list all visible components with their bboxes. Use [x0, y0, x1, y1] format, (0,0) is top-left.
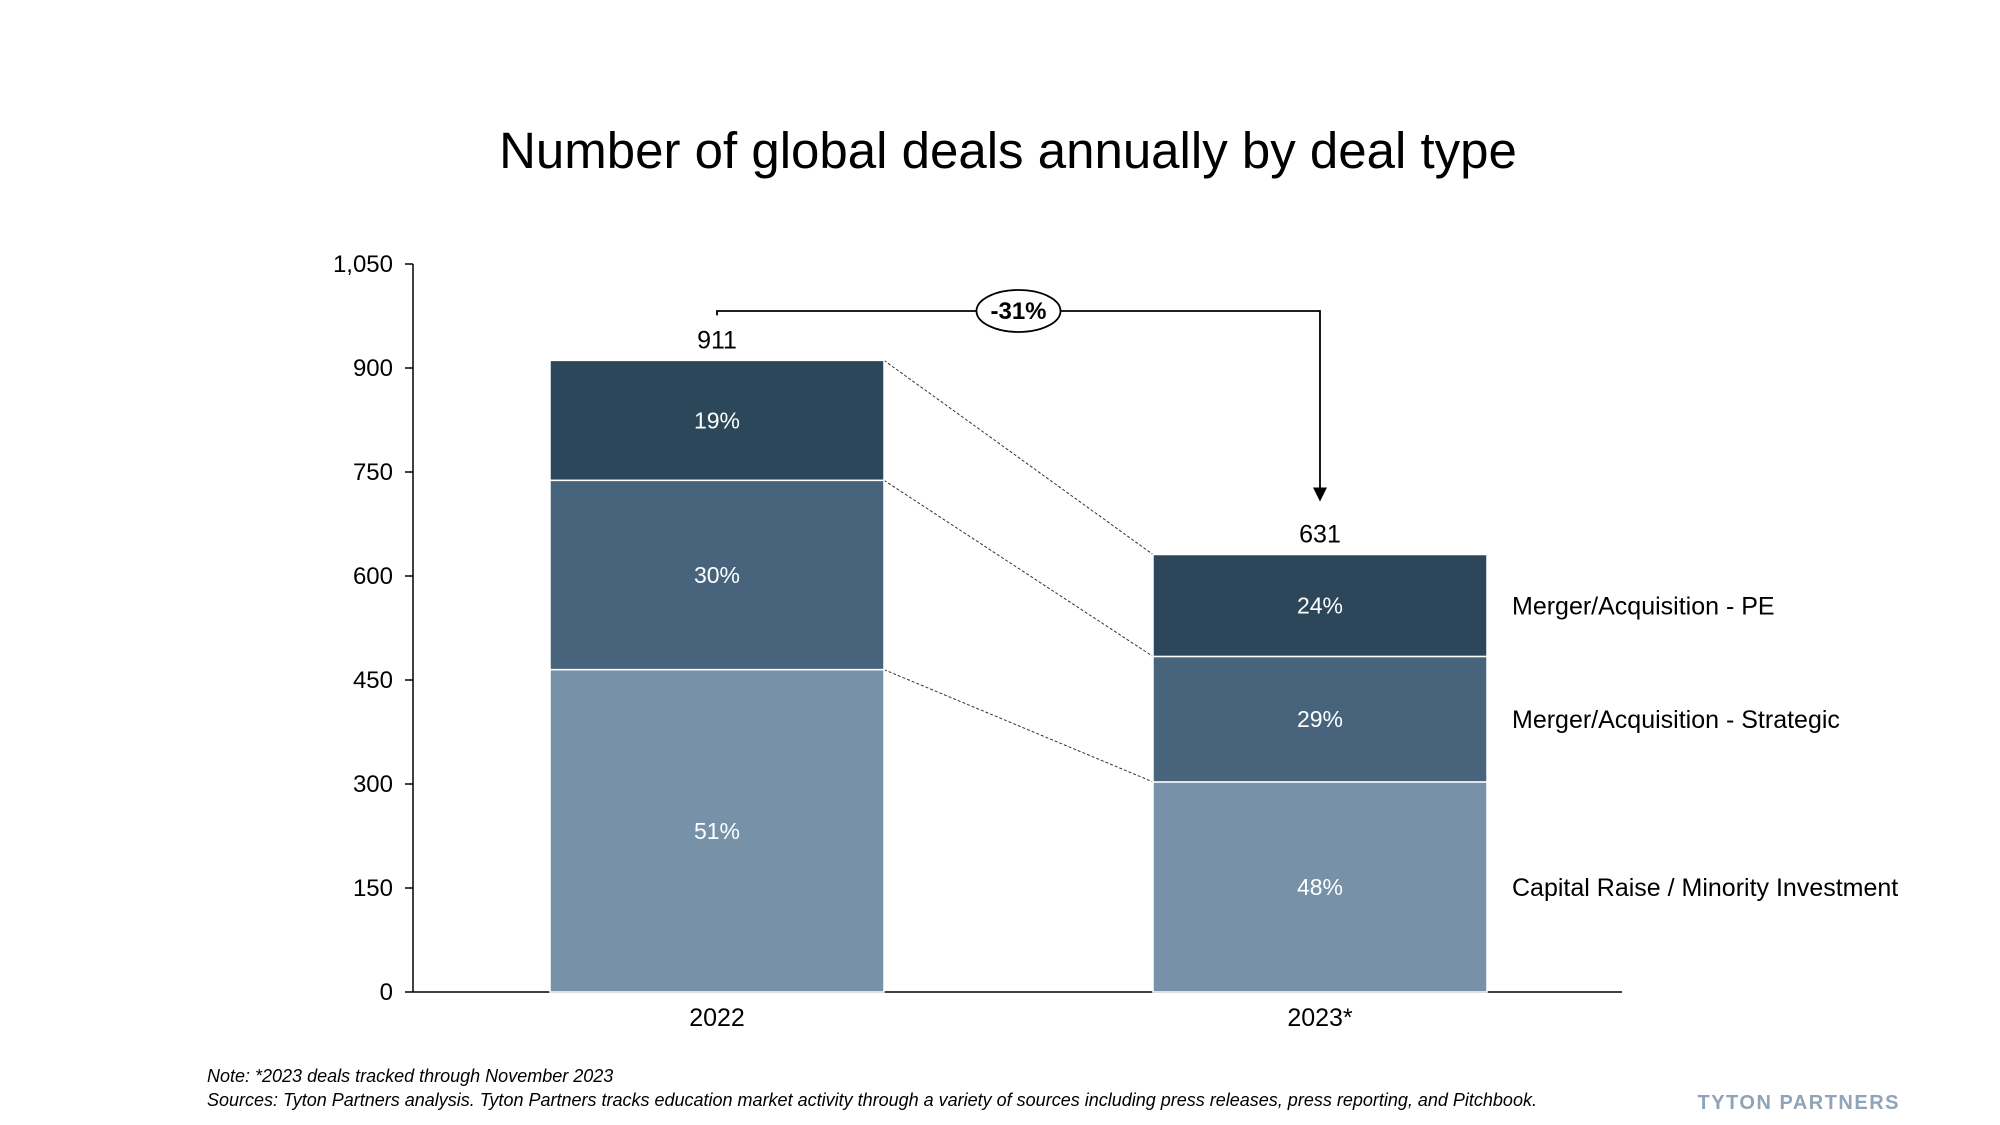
sources-note: Sources: Tyton Partners analysis. Tyton …: [207, 1090, 1537, 1110]
bar-segment: [1152, 553, 1488, 658]
segment-connector-line: [883, 479, 1154, 657]
bar-total-label: 911: [697, 326, 737, 354]
legend-label: Capital Raise / Minority Investment: [1512, 874, 1898, 902]
bar-total-label: 631: [1299, 521, 1341, 549]
y-tick-label: 0: [380, 979, 393, 1006]
y-tick-label: 1,050: [333, 251, 393, 278]
y-tick-label: 150: [353, 875, 393, 902]
x-tick-label: 2023*: [1287, 1004, 1353, 1032]
y-tick-label: 450: [353, 667, 393, 694]
y-tick-label: 600: [353, 563, 393, 590]
segment-percent-label: 48%: [1297, 874, 1343, 900]
chart-title: Number of global deals annually by deal …: [499, 122, 1517, 179]
segment-connector-line: [883, 669, 1154, 783]
segment-connector-line: [883, 359, 1154, 555]
change-percent-label: -31%: [990, 298, 1046, 325]
y-tick-label: 300: [353, 771, 393, 798]
bar-segment: [1152, 781, 1488, 993]
legend-label: Merger/Acquisition - PE: [1512, 592, 1775, 620]
bar-segment: [1152, 655, 1488, 783]
segment-percent-label: 29%: [1297, 706, 1343, 732]
x-tick-label: 2022: [689, 1004, 745, 1032]
segment-percent-label: 51%: [694, 818, 740, 844]
footnote: Note: *2023 deals tracked through Novemb…: [207, 1066, 614, 1086]
brand-logo: TYTON PARTNERS: [1697, 1092, 1900, 1114]
y-tick-label: 900: [353, 355, 393, 382]
legend-label: Merger/Acquisition - Strategic: [1512, 706, 1840, 734]
bar-segment: [549, 359, 885, 482]
bar-segment: [549, 479, 885, 671]
arrow-head-icon: [1313, 487, 1327, 502]
change-badge: [975, 289, 1062, 333]
y-tick-label: 750: [353, 459, 393, 486]
segment-percent-label: 30%: [694, 562, 740, 588]
segment-percent-label: 19%: [694, 407, 740, 433]
segment-percent-label: 24%: [1297, 592, 1343, 618]
